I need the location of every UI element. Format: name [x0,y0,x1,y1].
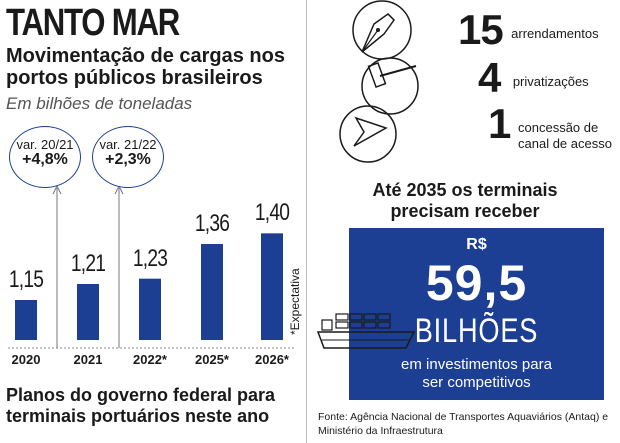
variation-label: var. 21/22 [99,137,157,152]
bar-value-label: 1,40 [254,199,290,227]
variation-bubble-1: var. 20/21 +4,8% [9,126,81,188]
pen-nib-icon [352,0,412,60]
investment-amount: 59,5 [425,255,528,311]
navigation-arrow-icon [339,105,397,163]
currency-label: R$ [466,236,487,253]
investment-heading: Até 2035 os terminais precisam receber [372,180,558,221]
column-divider [306,0,307,443]
bar-2020 [15,300,37,340]
plan-item-privatizacoes: 4 privatizações [478,54,589,102]
cargo-ship-icon [316,313,416,349]
page-title: TANTO MAR [6,2,180,44]
plan-item-concessao: 1 [488,100,511,148]
bar-value-label: 1,36 [194,210,230,237]
investment-description: em investimentos para ser competitivos [401,356,552,391]
bar-2021 [77,284,99,340]
x-tick-label: 2020 [11,352,41,367]
variation-value: +4,8% [22,151,68,168]
x-tick-label: 2025* [195,352,229,367]
expectation-note: *Expectativa [288,268,302,335]
bar-value-label: 1,21 [70,250,106,277]
bar-2026* [261,233,283,340]
investment-box: R$ 59,5 BILHÕES em investimentos para se… [349,228,604,400]
bar-group [15,233,283,340]
chart-subtitle: Movimentação de cargas nos portos públic… [6,45,285,89]
bar-2025* [201,244,223,340]
x-tick-label: 2026* [255,352,289,367]
bar-chart [8,184,296,349]
plans-heading: Planos do governo federal para terminais… [6,385,276,426]
plan-number: 15 [458,6,504,53]
plan-item-arrendamentos: 15 arrendamentos [458,6,599,54]
plan-label-concessao: concessão de canal de acesso [518,120,612,151]
plan-label: privatizações [512,74,589,89]
x-tick-label: 2021 [73,352,103,367]
investment-unit: BILHÕES [414,312,539,350]
plan-icons [339,0,419,163]
variation-label: var. 20/21 [16,137,74,152]
variation-value: +2,3% [105,151,151,168]
plan-number: 4 [478,54,501,101]
bar-value-label: 1,23 [132,244,168,272]
bar-value-label: 1,15 [8,266,44,293]
variation-arrows [52,184,124,348]
x-tick-label: 2022* [133,352,167,367]
variation-bubble-2: var. 21/22 +2,3% [92,126,164,188]
source-note: Fonte: Agência Nacional de Transportes A… [318,411,609,437]
chart-units: Em bilhões de toneladas [6,94,193,113]
plan-label: arrendamentos [511,26,599,41]
gavel-icon [361,57,419,115]
bar-2022* [139,278,161,340]
plan-number: 1 [488,100,511,147]
